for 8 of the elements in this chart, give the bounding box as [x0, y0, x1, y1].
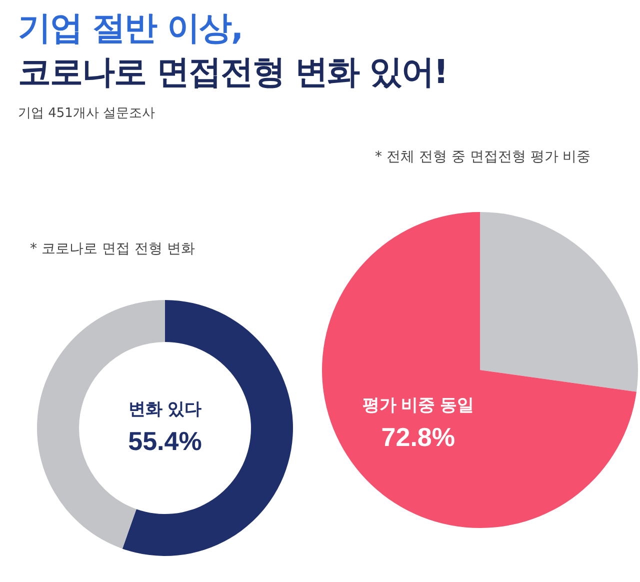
slice-label: 평가 비중 동일 [362, 395, 474, 414]
chart-subtitle: 기업 451개사 설문조사 [18, 105, 156, 122]
slice-label: 변화 있다 [128, 400, 202, 418]
text: * 코로나로 면접 전형 변화 [30, 240, 195, 258]
data-label: 55.4% [128, 426, 202, 456]
data-label: 72.8% [381, 422, 456, 452]
text: * 전체 전형 중 면접전형 평가 비중 [375, 148, 591, 166]
chart-title: 기업 절반 이상, 코로나로 면접전형 변화 있어! [18, 7, 448, 93]
